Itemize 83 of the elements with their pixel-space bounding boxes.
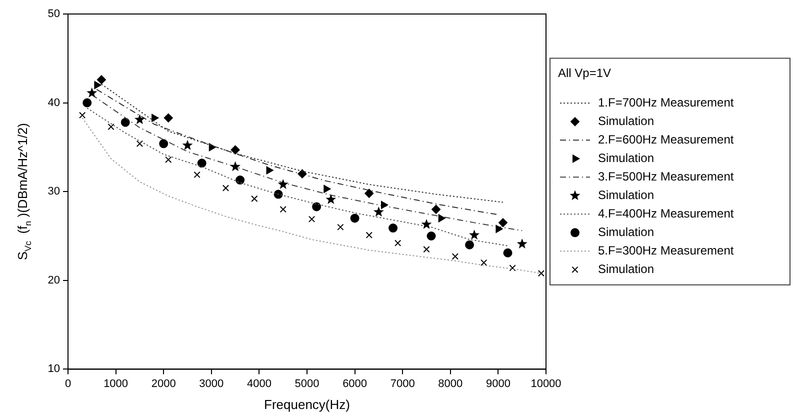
point <box>251 195 258 202</box>
y-tick-label: 10 <box>48 363 60 376</box>
point <box>278 178 288 189</box>
point <box>230 145 240 154</box>
point <box>236 176 245 185</box>
point <box>337 224 344 230</box>
point <box>182 140 193 150</box>
point <box>230 161 241 172</box>
point <box>380 200 388 209</box>
x-tick-label: 10000 <box>530 378 562 390</box>
x-tick-label: 3000 <box>199 378 224 390</box>
point <box>159 139 168 148</box>
point <box>134 114 145 124</box>
point <box>509 264 516 272</box>
point <box>538 270 545 277</box>
legend-label: Simulation <box>598 224 654 239</box>
y-axis-title: SVc (fn )(DBmA/Hz^1/2) <box>15 123 33 260</box>
point <box>222 184 230 192</box>
line-series <box>82 117 542 274</box>
legend-label: Simulation <box>598 150 654 165</box>
x-tick-label: 7000 <box>390 378 415 390</box>
point <box>274 190 283 199</box>
point <box>432 204 441 214</box>
legend-title: All Vp=1V <box>558 66 612 80</box>
legend-label: Simulation <box>598 262 654 276</box>
x-tick-label: 2000 <box>151 378 176 390</box>
point <box>465 240 474 250</box>
point <box>164 113 173 122</box>
legend-label: Simulation <box>598 114 654 128</box>
point <box>108 123 114 130</box>
legend-label: 2.F=600Hz Measurement <box>598 132 734 146</box>
x-tick-label: 4000 <box>246 378 272 390</box>
point <box>469 230 480 240</box>
y-tick-label: 20 <box>48 274 60 286</box>
legend-label: 5.F=300Hz Measurement <box>598 243 734 258</box>
legend-label: 3.F=500Hz Measurement <box>598 169 734 184</box>
x-tick-label: 8000 <box>438 378 463 390</box>
point <box>503 248 512 258</box>
point <box>197 158 206 168</box>
point <box>373 206 384 216</box>
point <box>94 81 102 90</box>
point <box>480 259 488 266</box>
point <box>280 206 286 213</box>
point <box>152 114 159 122</box>
y-tick-label: 50 <box>48 8 60 20</box>
point <box>350 214 360 223</box>
point <box>452 253 459 260</box>
point <box>516 238 528 248</box>
point <box>194 171 200 178</box>
point <box>165 156 172 163</box>
x-tick-label: 9000 <box>486 378 510 390</box>
legend-label: Simulation <box>598 188 654 202</box>
point <box>79 112 86 119</box>
x-axis-title: Frequency(Hz) <box>264 396 350 412</box>
y-tick-label: 30 <box>48 186 60 198</box>
point <box>394 240 402 246</box>
point <box>423 246 430 253</box>
point <box>86 88 98 98</box>
point <box>388 224 398 233</box>
point <box>324 184 331 193</box>
point <box>312 202 322 212</box>
point <box>120 118 130 127</box>
legend-label: 1.F=700Hz Measurement <box>598 95 734 110</box>
point <box>308 216 316 222</box>
x-tick-label: 1000 <box>104 378 128 390</box>
point <box>421 218 432 229</box>
point <box>96 75 106 84</box>
point <box>364 188 374 198</box>
x-tick-label: 6000 <box>342 378 368 390</box>
point <box>136 140 144 147</box>
point <box>266 166 274 174</box>
point <box>366 232 372 238</box>
point <box>426 232 436 240</box>
point <box>82 98 92 108</box>
x-tick-label: 5000 <box>294 378 320 390</box>
legend-label: 4.F=400Hz Measurement <box>598 206 734 220</box>
point <box>496 224 503 233</box>
point <box>498 218 508 228</box>
y-tick-label: 40 <box>48 96 60 109</box>
point <box>326 194 336 204</box>
point <box>438 214 446 222</box>
x-tick-label: 0 <box>64 378 72 390</box>
point <box>298 169 307 178</box>
